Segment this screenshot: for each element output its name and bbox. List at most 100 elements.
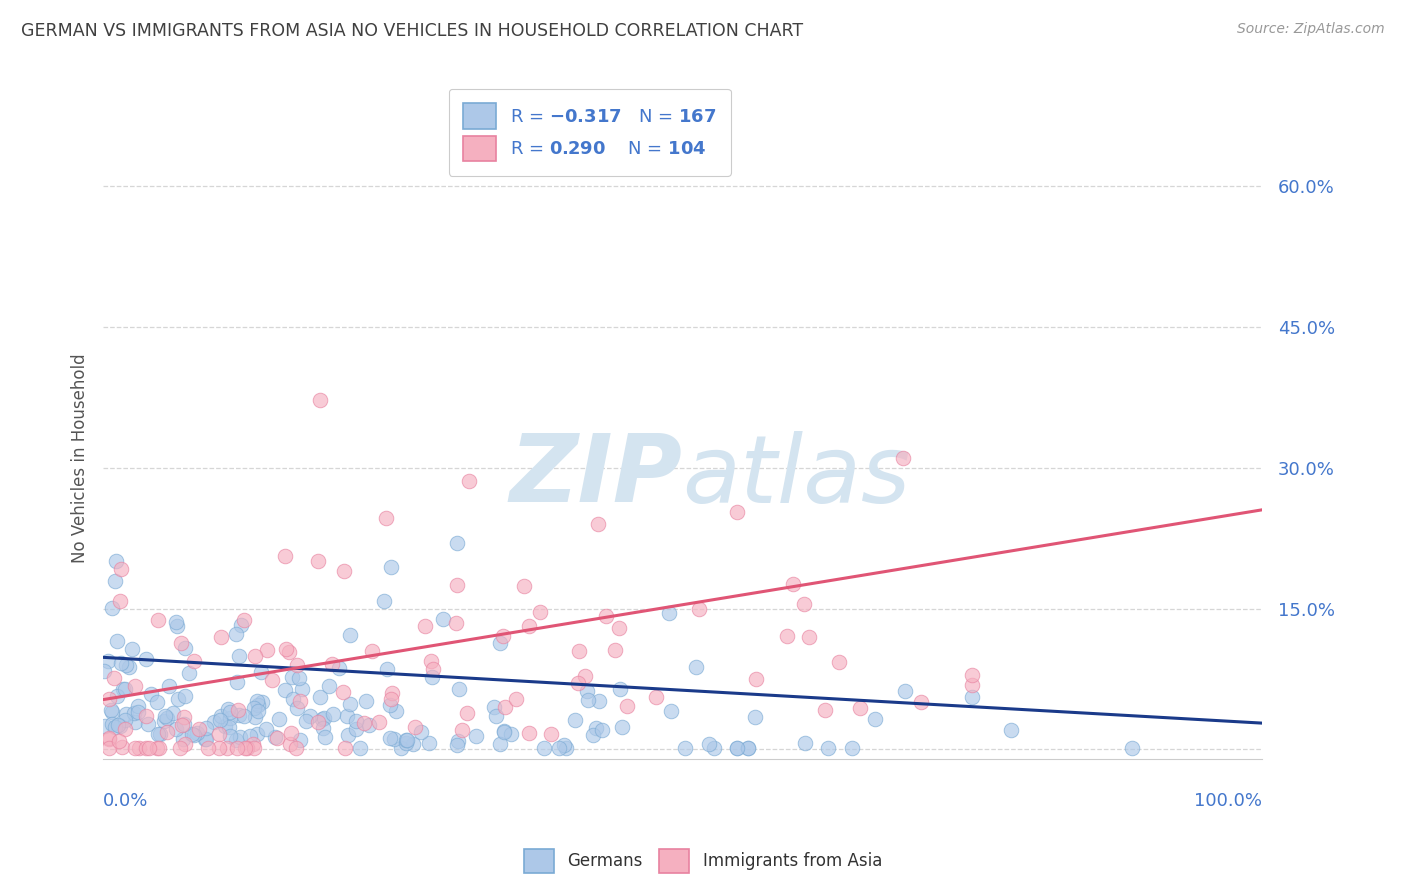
Point xyxy=(118,659,141,673)
Point xyxy=(256,642,278,657)
Point xyxy=(517,618,540,632)
Point xyxy=(402,737,425,751)
Point xyxy=(208,741,231,756)
Point xyxy=(108,734,131,748)
Point xyxy=(174,737,197,751)
Point xyxy=(115,658,138,673)
Point xyxy=(446,536,468,550)
Point xyxy=(162,706,184,720)
Point xyxy=(236,741,259,756)
Point xyxy=(156,724,179,739)
Point xyxy=(375,662,398,676)
Point xyxy=(644,690,666,704)
Point xyxy=(312,721,335,735)
Point xyxy=(127,699,149,714)
Point xyxy=(181,726,204,740)
Point xyxy=(849,700,872,714)
Point xyxy=(489,737,512,751)
Point xyxy=(105,689,128,703)
Point xyxy=(725,505,748,519)
Point xyxy=(112,682,135,697)
Point xyxy=(553,738,575,752)
Point xyxy=(173,717,195,731)
Point xyxy=(247,698,270,713)
Point xyxy=(235,741,257,756)
Point xyxy=(447,733,470,747)
Point xyxy=(380,731,402,746)
Point xyxy=(101,601,124,615)
Point xyxy=(332,685,354,699)
Point xyxy=(697,737,720,751)
Point xyxy=(127,705,149,719)
Point xyxy=(254,723,277,737)
Point xyxy=(817,741,839,756)
Point xyxy=(396,733,419,747)
Point xyxy=(225,627,247,641)
Point xyxy=(194,731,217,746)
Point xyxy=(194,731,217,746)
Point xyxy=(174,689,197,703)
Point xyxy=(575,684,598,698)
Point xyxy=(384,704,406,718)
Point xyxy=(555,741,578,756)
Point xyxy=(103,671,125,685)
Point xyxy=(165,615,187,630)
Point xyxy=(318,679,340,693)
Legend: Germans, Immigrants from Asia: Germans, Immigrants from Asia xyxy=(517,842,889,880)
Point xyxy=(744,709,766,723)
Point xyxy=(384,731,406,746)
Point xyxy=(567,676,589,690)
Point xyxy=(226,741,249,756)
Point xyxy=(499,727,522,741)
Point xyxy=(582,728,605,742)
Text: Source: ZipAtlas.com: Source: ZipAtlas.com xyxy=(1237,22,1385,37)
Point xyxy=(309,392,332,407)
Point xyxy=(564,713,586,727)
Point xyxy=(344,714,367,729)
Point xyxy=(274,549,297,563)
Point xyxy=(195,721,218,735)
Point xyxy=(202,714,225,729)
Point xyxy=(349,741,371,756)
Point xyxy=(228,708,250,723)
Point xyxy=(246,727,269,741)
Point xyxy=(107,718,129,732)
Legend: R = $\bf{-0.317}$   N = $\bf{167}$, R = $\bf{0.290}$    N = $\bf{104}$: R = $\bf{-0.317}$ N = $\bf{167}$, R = $\… xyxy=(449,88,731,176)
Point xyxy=(233,709,256,723)
Point xyxy=(357,718,380,732)
Point xyxy=(725,740,748,755)
Point xyxy=(447,682,470,697)
Point xyxy=(183,728,205,742)
Point xyxy=(446,577,468,591)
Point xyxy=(492,629,515,643)
Point xyxy=(737,741,759,756)
Point xyxy=(607,621,630,635)
Point xyxy=(513,579,536,593)
Point xyxy=(101,705,124,719)
Point xyxy=(1000,723,1022,737)
Point xyxy=(419,653,441,667)
Point xyxy=(250,665,273,680)
Point xyxy=(166,619,188,633)
Point xyxy=(242,741,264,756)
Point xyxy=(411,725,433,739)
Point xyxy=(218,729,240,743)
Point xyxy=(247,704,270,718)
Point xyxy=(209,709,232,723)
Point xyxy=(183,654,205,668)
Point xyxy=(322,707,344,722)
Point xyxy=(156,711,179,725)
Point xyxy=(311,712,333,726)
Point xyxy=(122,706,145,721)
Point xyxy=(828,655,851,669)
Point xyxy=(219,711,242,725)
Point xyxy=(218,720,240,734)
Point xyxy=(863,712,886,726)
Point xyxy=(482,700,505,714)
Point xyxy=(187,722,209,736)
Point xyxy=(285,658,308,673)
Point xyxy=(314,730,336,744)
Point xyxy=(299,709,322,723)
Point xyxy=(246,694,269,708)
Point xyxy=(110,718,132,732)
